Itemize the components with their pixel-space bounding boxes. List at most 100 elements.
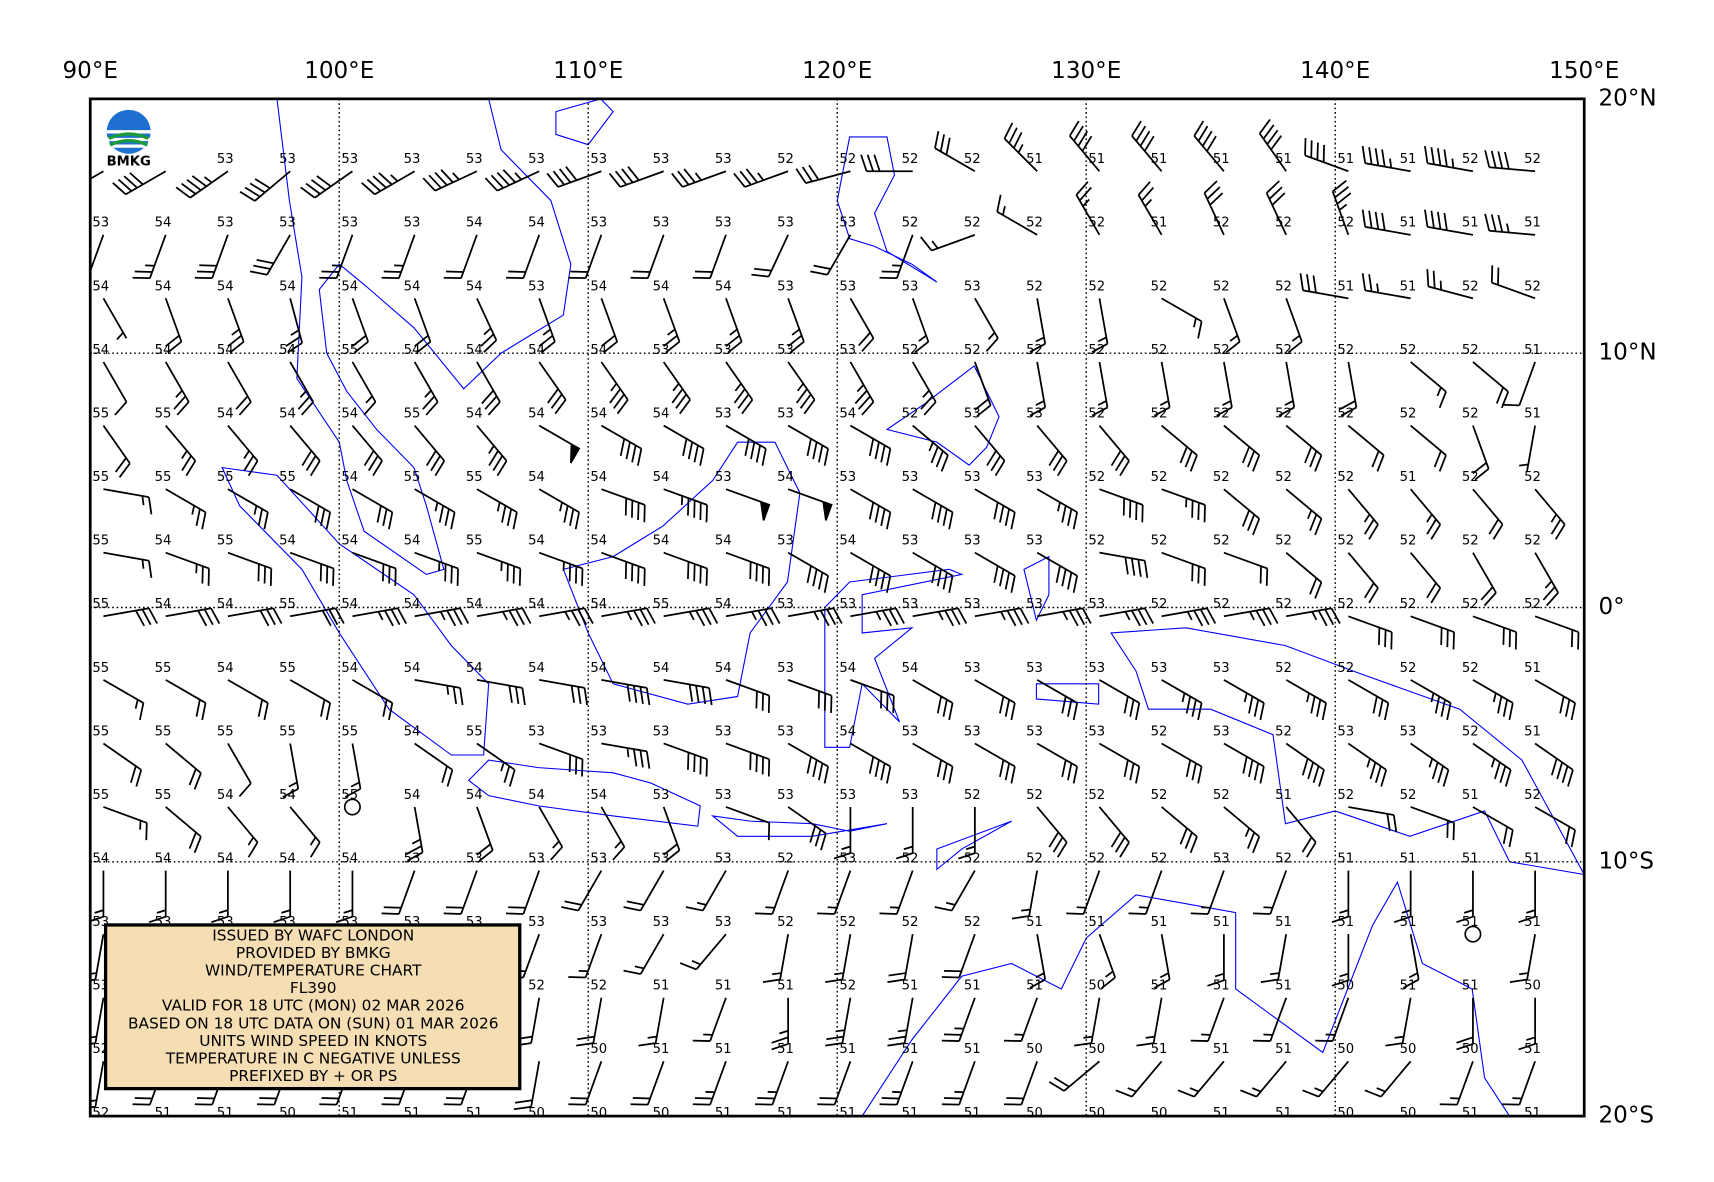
temperature-label: 53 xyxy=(839,343,856,358)
temperature-label: 51 xyxy=(1400,979,1417,994)
wind-barb xyxy=(849,424,892,466)
wind-barb xyxy=(1207,934,1225,987)
temperature-label: 53 xyxy=(590,915,607,930)
temperature-label: 55 xyxy=(466,470,483,485)
wind-barb xyxy=(538,742,584,777)
wind-barb xyxy=(1472,615,1518,650)
wind-barb xyxy=(1534,488,1566,540)
wind-barb xyxy=(1402,934,1420,989)
temperature-label: 52 xyxy=(1275,279,1292,294)
wind-barb xyxy=(335,870,354,924)
temperature-label: 53 xyxy=(1026,470,1043,485)
wind-barb xyxy=(1285,298,1303,354)
temperature-label: 52 xyxy=(1213,597,1230,612)
temperature-label: 54 xyxy=(217,279,234,294)
temperature-label: 54 xyxy=(466,661,483,676)
temperature-label: 53 xyxy=(653,343,670,358)
wind-barb xyxy=(1099,742,1141,784)
wind-barb xyxy=(164,361,190,416)
temperature-label: 54 xyxy=(341,470,358,485)
wind-barb xyxy=(1347,424,1385,472)
temperature-label: 51 xyxy=(1524,343,1541,358)
wind-barb xyxy=(382,1125,415,1168)
temperature-label: 51 xyxy=(341,1106,358,1121)
temperature-label: 54 xyxy=(528,534,545,549)
temperature-label: 54 xyxy=(653,470,670,485)
wind-barb xyxy=(912,551,954,593)
wind-barb xyxy=(787,361,816,415)
temperature-label: 51 xyxy=(1026,979,1043,994)
temperature-label: 51 xyxy=(1275,915,1292,930)
temperature-label: 54 xyxy=(528,343,545,358)
wind-barb xyxy=(1098,933,1116,990)
wind-barb xyxy=(90,997,105,1045)
temperature-label: 55 xyxy=(279,661,296,676)
temperature-label: 55 xyxy=(466,534,483,549)
temperature-label: 54 xyxy=(155,279,172,294)
wind-barb xyxy=(600,298,619,354)
temperature-label: 52 xyxy=(1088,279,1105,294)
temperature-label: 51 xyxy=(1462,1106,1479,1121)
temperature-label: 51 xyxy=(839,1042,856,1057)
wind-barb xyxy=(414,551,459,586)
temperature-label: 52 xyxy=(964,915,981,930)
temperature-label: 52 xyxy=(1026,851,1043,866)
temperature-label: 54 xyxy=(590,343,607,358)
wind-barb xyxy=(1484,150,1536,173)
temperature-label: 52 xyxy=(1462,661,1479,676)
temperature-label: 51 xyxy=(1213,915,1230,930)
wind-barb xyxy=(1472,806,1514,848)
temperature-label: 52 xyxy=(1151,470,1168,485)
wind-barb xyxy=(912,607,968,627)
temperature-label: 50 xyxy=(1524,979,1541,994)
wind-barb xyxy=(630,1125,663,1168)
temperature-label: 54 xyxy=(590,788,607,803)
temperature-label: 51 xyxy=(1213,979,1230,994)
temperature-label: 52 xyxy=(1088,534,1105,549)
temperature-label: 53 xyxy=(777,597,794,612)
wind-barb xyxy=(825,997,852,1047)
wind-barb xyxy=(941,997,976,1042)
temperature-label: 55 xyxy=(217,470,234,485)
temperature-label: 53 xyxy=(1400,724,1417,739)
wind-barb xyxy=(1036,488,1079,530)
wind-barb xyxy=(538,488,580,530)
temperature-label: 51 xyxy=(777,979,794,994)
temperature-label: 54 xyxy=(590,597,607,612)
wind-barb xyxy=(725,488,771,521)
temperature-label: 54 xyxy=(341,661,358,676)
wind-barb xyxy=(1490,265,1536,300)
wind-barb xyxy=(662,806,681,862)
wind-barb xyxy=(1331,180,1352,236)
wind-barb xyxy=(103,551,153,579)
temperature-label: 53 xyxy=(715,915,732,930)
temperature-label: 50 xyxy=(1337,979,1354,994)
wind-barb xyxy=(1252,997,1288,1042)
x-tick-label: 130°E xyxy=(1051,58,1121,84)
wind-barb xyxy=(1331,934,1350,987)
wind-barb xyxy=(833,806,852,860)
wind-barb xyxy=(227,551,273,586)
temperature-label: 55 xyxy=(92,597,109,612)
temperature-label: 53 xyxy=(715,851,732,866)
temperature-label: 51 xyxy=(902,979,919,994)
wind-barb xyxy=(476,607,532,627)
wind-barb xyxy=(227,298,245,354)
temperature-label: 53 xyxy=(902,597,919,612)
temperature-label: 52 xyxy=(1151,724,1168,739)
wind-barb xyxy=(1439,1060,1474,1106)
map-frame xyxy=(88,97,1586,1118)
temperature-label: 52 xyxy=(1524,788,1541,803)
wind-barb xyxy=(662,298,681,354)
temperature-label: 52 xyxy=(1400,788,1417,803)
wind-barb xyxy=(1098,806,1130,858)
temperature-label: 53 xyxy=(715,724,732,739)
wind-barb xyxy=(1153,934,1171,989)
wind-barb xyxy=(561,870,603,912)
temperature-label: 52 xyxy=(1462,406,1479,421)
wind-barb xyxy=(282,743,300,798)
temperature-label: 53 xyxy=(653,851,670,866)
temperature-label: 53 xyxy=(902,788,919,803)
temperature-label: 53 xyxy=(1026,724,1043,739)
